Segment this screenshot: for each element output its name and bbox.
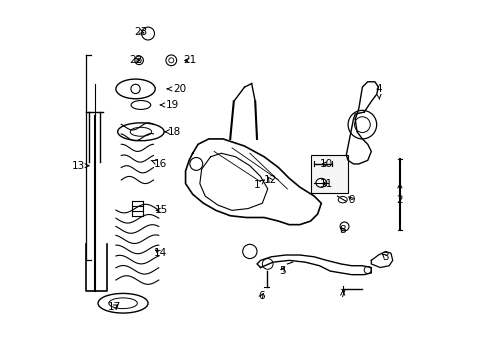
Text: 12: 12 [263,175,276,185]
Ellipse shape [338,197,346,203]
Circle shape [135,56,143,64]
Text: 4: 4 [374,84,381,99]
Text: 23: 23 [134,27,147,37]
Text: 14: 14 [154,248,167,258]
Text: 20: 20 [167,84,185,94]
Circle shape [189,157,203,170]
Circle shape [242,244,257,258]
Circle shape [168,58,173,63]
Text: 18: 18 [165,127,181,137]
Text: 1: 1 [253,180,264,190]
Text: 13: 13 [72,161,89,171]
Circle shape [354,117,369,132]
Text: 15: 15 [155,205,168,215]
Text: 7: 7 [339,289,346,299]
Circle shape [347,111,376,139]
Text: 17: 17 [107,302,121,312]
Text: 22: 22 [129,55,142,65]
Text: 21: 21 [183,55,197,65]
Text: 5: 5 [278,266,285,276]
Bar [310,155,347,193]
Circle shape [364,266,370,274]
Ellipse shape [118,123,164,141]
Text: 10: 10 [320,159,332,169]
Text: 6: 6 [258,291,264,301]
Circle shape [142,27,154,40]
Text: 9: 9 [347,195,354,204]
Text: 11: 11 [319,179,333,189]
Circle shape [165,55,176,66]
Ellipse shape [339,222,348,231]
Ellipse shape [130,127,151,136]
Circle shape [137,58,141,63]
Text: 2: 2 [396,184,403,204]
Ellipse shape [116,79,155,99]
Text: 19: 19 [160,100,179,110]
Ellipse shape [315,179,326,187]
Circle shape [131,84,140,94]
Ellipse shape [108,298,137,309]
Ellipse shape [131,100,150,109]
Text: 3: 3 [382,252,388,262]
Circle shape [262,258,272,269]
Text: 16: 16 [151,159,167,169]
Ellipse shape [98,293,148,313]
Text: 8: 8 [339,225,346,235]
